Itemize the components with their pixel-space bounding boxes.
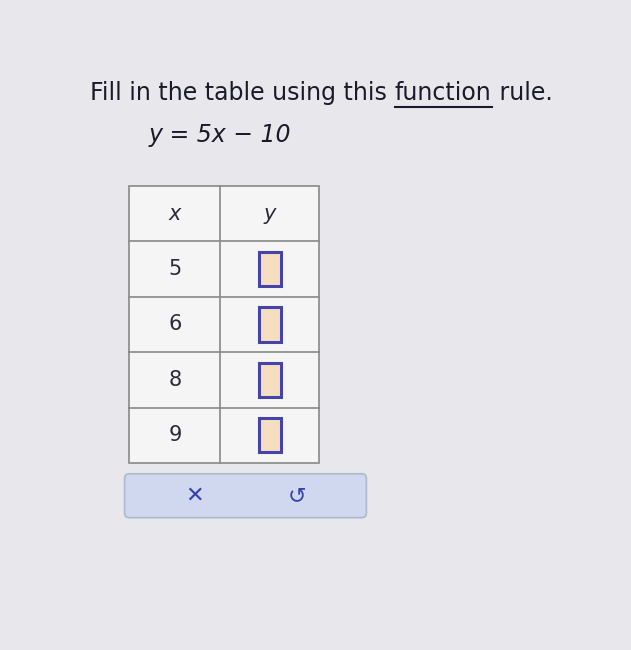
Text: 5: 5 [168,259,182,279]
Text: Fill in the table using this: Fill in the table using this [90,81,395,105]
Bar [259,252,281,286]
Text: y = 5x − 10: y = 5x − 10 [149,124,291,148]
Text: y: y [264,203,276,224]
Text: ✕: ✕ [185,486,204,506]
Text: 8: 8 [168,370,181,390]
Bar [129,186,319,463]
Bar [259,418,281,452]
Text: ↺: ↺ [287,486,306,506]
Text: rule.: rule. [492,81,552,105]
Text: 6: 6 [168,315,182,334]
Text: 9: 9 [168,425,182,445]
Bar [259,307,281,342]
Bar [259,363,281,397]
Text: x: x [168,203,181,224]
FancyBboxPatch shape [124,474,367,517]
Text: function: function [395,81,492,105]
